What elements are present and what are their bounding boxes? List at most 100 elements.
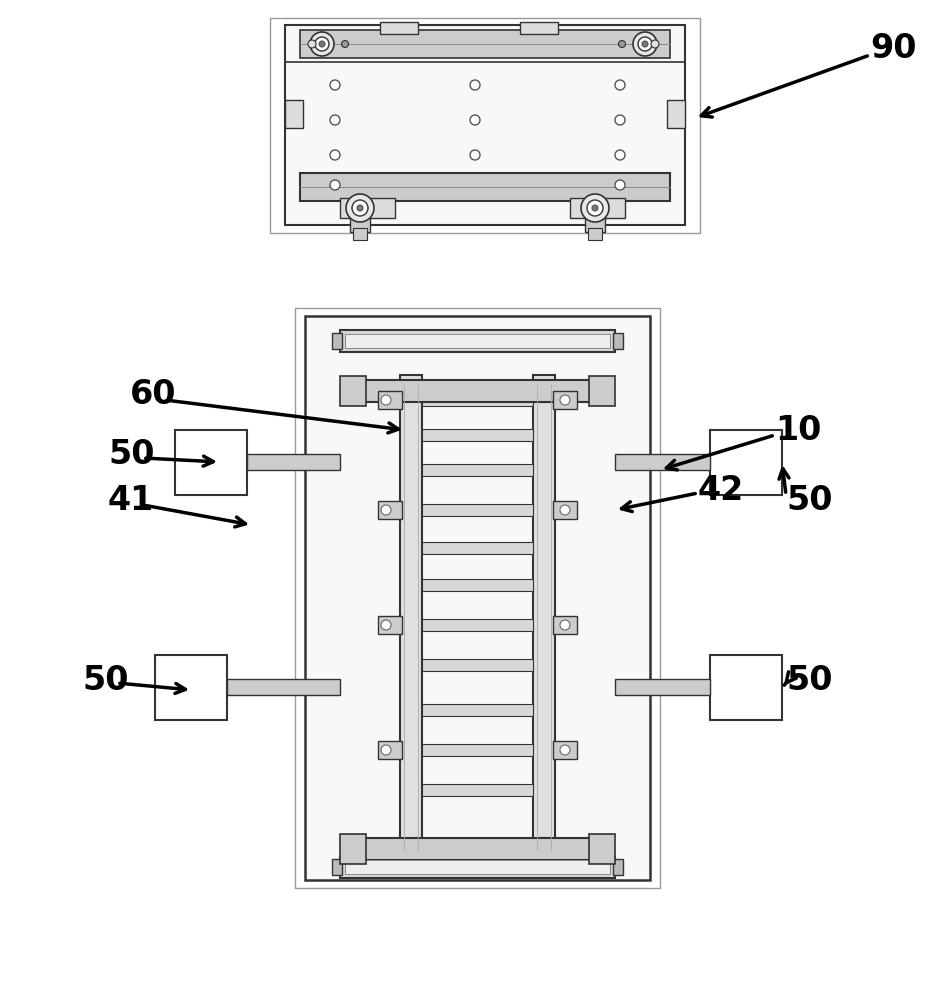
Circle shape bbox=[308, 40, 315, 48]
Bar bbox=[422, 784, 532, 796]
Bar bbox=[295, 308, 659, 888]
Text: 50: 50 bbox=[108, 438, 154, 472]
Bar bbox=[175, 430, 246, 495]
Circle shape bbox=[357, 205, 362, 211]
Bar bbox=[422, 542, 532, 554]
Text: 50: 50 bbox=[785, 484, 832, 516]
Circle shape bbox=[650, 40, 658, 48]
Bar bbox=[227, 679, 340, 695]
Circle shape bbox=[469, 115, 480, 125]
Bar bbox=[584, 218, 604, 232]
Bar bbox=[155, 655, 227, 720]
Bar bbox=[588, 834, 615, 864]
Bar bbox=[552, 616, 577, 634]
Bar bbox=[340, 834, 365, 864]
Bar bbox=[378, 741, 401, 759]
Bar bbox=[378, 391, 401, 409]
Bar bbox=[340, 330, 615, 352]
Circle shape bbox=[314, 37, 329, 51]
Circle shape bbox=[615, 150, 624, 160]
Bar bbox=[345, 860, 610, 874]
Circle shape bbox=[586, 200, 602, 216]
Bar bbox=[552, 501, 577, 519]
Bar bbox=[349, 218, 370, 232]
Text: 50: 50 bbox=[82, 664, 128, 696]
Bar bbox=[364, 380, 589, 402]
Circle shape bbox=[329, 115, 340, 125]
Bar bbox=[587, 228, 601, 240]
Bar bbox=[588, 376, 615, 406]
Circle shape bbox=[380, 745, 391, 755]
Circle shape bbox=[380, 395, 391, 405]
Circle shape bbox=[615, 80, 624, 90]
Bar bbox=[299, 173, 669, 201]
Bar bbox=[613, 333, 622, 349]
Text: 50: 50 bbox=[785, 664, 832, 696]
Bar bbox=[340, 198, 395, 218]
Circle shape bbox=[637, 37, 651, 51]
Bar bbox=[552, 741, 577, 759]
Bar bbox=[340, 376, 365, 406]
Circle shape bbox=[341, 41, 348, 48]
Circle shape bbox=[351, 200, 367, 216]
Circle shape bbox=[632, 32, 656, 56]
Bar bbox=[378, 501, 401, 519]
Text: 90: 90 bbox=[869, 32, 916, 65]
Bar bbox=[709, 430, 782, 495]
Bar bbox=[532, 375, 554, 860]
Bar bbox=[615, 679, 709, 695]
Circle shape bbox=[329, 180, 340, 190]
Bar bbox=[615, 454, 709, 470]
Circle shape bbox=[560, 745, 569, 755]
Bar bbox=[422, 504, 532, 516]
Circle shape bbox=[641, 41, 648, 47]
Circle shape bbox=[380, 620, 391, 630]
Bar bbox=[379, 22, 417, 34]
Bar bbox=[613, 859, 622, 875]
Bar bbox=[422, 464, 532, 476]
Bar bbox=[422, 659, 532, 671]
Bar bbox=[709, 655, 782, 720]
Bar bbox=[422, 619, 532, 631]
Bar bbox=[666, 100, 684, 128]
Circle shape bbox=[380, 505, 391, 515]
Bar bbox=[519, 22, 557, 34]
Bar bbox=[285, 100, 303, 128]
Bar bbox=[305, 316, 649, 880]
Circle shape bbox=[469, 150, 480, 160]
Bar bbox=[345, 334, 610, 348]
Bar bbox=[552, 391, 577, 409]
Bar bbox=[422, 744, 532, 756]
Text: 60: 60 bbox=[130, 378, 177, 412]
Circle shape bbox=[617, 41, 625, 48]
Text: 42: 42 bbox=[698, 474, 744, 506]
Bar bbox=[422, 394, 532, 406]
Circle shape bbox=[346, 194, 374, 222]
Circle shape bbox=[560, 620, 569, 630]
Circle shape bbox=[581, 194, 608, 222]
Bar bbox=[422, 704, 532, 716]
Bar bbox=[285, 25, 684, 225]
Bar bbox=[331, 333, 342, 349]
Bar bbox=[299, 30, 669, 58]
Circle shape bbox=[310, 32, 333, 56]
Circle shape bbox=[560, 395, 569, 405]
Circle shape bbox=[615, 180, 624, 190]
Circle shape bbox=[329, 80, 340, 90]
Bar bbox=[422, 429, 532, 441]
Text: 41: 41 bbox=[108, 484, 154, 516]
Bar bbox=[399, 375, 422, 860]
Bar bbox=[378, 616, 401, 634]
Bar bbox=[569, 198, 624, 218]
Text: 10: 10 bbox=[774, 414, 820, 446]
Bar bbox=[246, 454, 340, 470]
Bar bbox=[364, 838, 589, 860]
Circle shape bbox=[615, 115, 624, 125]
Bar bbox=[331, 859, 342, 875]
Circle shape bbox=[469, 80, 480, 90]
Bar bbox=[422, 579, 532, 591]
Bar bbox=[270, 18, 700, 233]
Circle shape bbox=[560, 505, 569, 515]
Bar bbox=[353, 228, 366, 240]
Circle shape bbox=[591, 205, 598, 211]
